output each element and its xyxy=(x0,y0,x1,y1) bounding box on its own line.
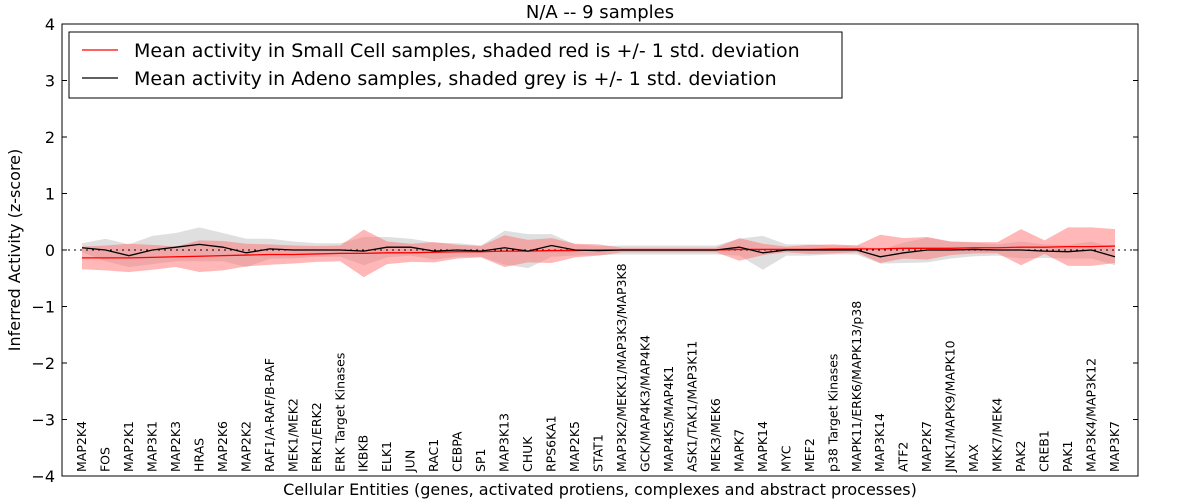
category-label: MAPK14 xyxy=(755,421,770,472)
category-label: PAK1 xyxy=(1060,441,1075,472)
category-label: MAP3K4/MAP3K12 xyxy=(1084,358,1099,472)
y-axis-label: Inferred Activity (z-score) xyxy=(5,149,24,352)
category-label: RAF1/A-RAF/B-RAF xyxy=(262,358,277,472)
category-label: MAP2K7 xyxy=(919,421,934,472)
category-label: RAC1 xyxy=(426,439,441,472)
category-label: FOS xyxy=(97,447,112,472)
legend: Mean activity in Small Cell samples, sha… xyxy=(68,31,843,99)
category-label: MAP2K1 xyxy=(121,421,136,472)
category-label: MEK3/MEK6 xyxy=(708,398,723,472)
category-label: IKBKB xyxy=(356,435,371,472)
category-label: CREB1 xyxy=(1037,430,1052,472)
category-label: MAP3K13 xyxy=(497,413,512,472)
category-label: STAT1 xyxy=(591,434,606,472)
category-label: ERK Target Kinases xyxy=(332,353,347,472)
category-label: CHUK xyxy=(520,436,535,472)
category-label: SP1 xyxy=(473,449,488,472)
category-label: PAK2 xyxy=(1013,441,1028,472)
y-tick-label: −2 xyxy=(31,354,55,373)
mean-lines xyxy=(81,243,1116,259)
category-label: MEF2 xyxy=(802,438,817,472)
std-dev-bands xyxy=(82,227,1115,278)
category-label: ERK1/ERK2 xyxy=(309,402,324,472)
adeno-mean-line xyxy=(81,243,1116,258)
y-tick-label: 1 xyxy=(45,185,55,204)
category-label: MEK1/MEK2 xyxy=(285,398,300,472)
category-labels: MAP2K4 FOS MAP2K1 MAP3K1 MAP2K3 HRAS MAP2K6 MAP… xyxy=(74,263,1122,473)
category-label: MAX xyxy=(966,444,981,472)
legend-box xyxy=(68,31,843,99)
chart-title: N/A -- 9 samples xyxy=(526,2,674,23)
category-label: p38 Target Kinases xyxy=(825,354,840,472)
category-label: MAP4K5/MAP4K1 xyxy=(661,366,676,472)
category-label: GCK/MAP4K3/MAP4K4 xyxy=(637,335,652,472)
y-tick-label: 2 xyxy=(45,128,55,147)
category-label: JNK1/MAPK9/MAPK10 xyxy=(943,340,958,473)
category-label: MAP2K2 xyxy=(238,421,253,472)
legend-entry-adeno: Mean activity in Adeno samples, shaded g… xyxy=(134,68,777,90)
category-label: MAP2K3 xyxy=(168,421,183,472)
category-label: ASK1/TAK1/MAP3K11 xyxy=(684,341,699,472)
category-label: MAP3K14 xyxy=(872,413,887,472)
category-label: CEBPA xyxy=(450,431,465,472)
category-label: MYC xyxy=(778,445,793,472)
category-label: MAPK11/ERK6/MAPK13/p38 xyxy=(849,301,864,472)
category-label: MKK7/MEK4 xyxy=(990,398,1005,472)
y-tick-label: 3 xyxy=(45,72,55,91)
category-label: ATF2 xyxy=(896,442,911,472)
category-label: MAP3K2/MEKK1/MAP3K3/MAP3K8 xyxy=(614,263,629,472)
category-label: RPS6KA1 xyxy=(544,415,559,472)
small-cell-std-band xyxy=(82,227,1115,278)
legend-entry-small-cell: Mean activity in Small Cell samples, sha… xyxy=(134,40,800,62)
category-label: ELK1 xyxy=(379,441,394,472)
category-label: MAP2K4 xyxy=(74,421,89,472)
y-tick-label: −4 xyxy=(31,467,55,486)
y-axis-ticks: −4 −3 −2 −1 0 1 2 3 4 xyxy=(31,15,1138,486)
category-label: HRAS xyxy=(191,438,206,472)
y-tick-label: −3 xyxy=(31,411,55,430)
y-tick-label: −1 xyxy=(31,298,55,317)
category-label: MAP2K6 xyxy=(215,421,230,472)
category-label: MAP3K7 xyxy=(1107,421,1122,472)
x-axis-label: Cellular Entities (genes, activated prot… xyxy=(283,480,917,499)
category-label: MAP2K5 xyxy=(567,421,582,472)
y-tick-label: 4 xyxy=(45,15,55,34)
category-label: MAPK7 xyxy=(731,429,746,472)
category-label: MAP3K1 xyxy=(144,421,159,472)
category-label: JUN xyxy=(403,450,418,473)
y-tick-label: 0 xyxy=(45,241,55,260)
